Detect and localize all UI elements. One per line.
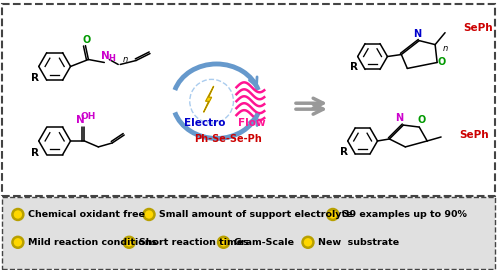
Text: SePh: SePh (459, 130, 488, 140)
Text: Mild reaction conditions: Mild reaction conditions (28, 238, 157, 247)
FancyBboxPatch shape (2, 4, 494, 196)
Text: R: R (31, 73, 39, 83)
Text: Gram-Scale: Gram-Scale (234, 238, 294, 247)
Text: n: n (442, 44, 448, 53)
Circle shape (12, 209, 24, 220)
Text: O: O (417, 115, 426, 125)
Circle shape (124, 237, 134, 248)
Text: N: N (76, 115, 85, 125)
Text: R: R (350, 62, 358, 72)
Circle shape (218, 237, 229, 248)
Text: Ph-Se-Se-Ph: Ph-Se-Se-Ph (194, 134, 262, 144)
Text: R: R (340, 147, 347, 157)
Text: R: R (31, 148, 39, 158)
Text: n: n (122, 55, 128, 64)
Text: N: N (101, 50, 110, 60)
Text: OH: OH (80, 112, 96, 121)
FancyBboxPatch shape (2, 196, 494, 269)
Circle shape (302, 237, 314, 248)
Text: SePh: SePh (463, 23, 492, 33)
Text: 39 examples up to 90%: 39 examples up to 90% (342, 210, 466, 219)
Polygon shape (204, 86, 214, 112)
Text: Chemical oxidant free: Chemical oxidant free (28, 210, 144, 219)
Text: Small amount of support electrolyte: Small amount of support electrolyte (159, 210, 352, 219)
Text: Electro: Electro (184, 118, 226, 128)
Text: N: N (413, 29, 422, 39)
Text: N: N (396, 113, 404, 123)
Circle shape (144, 209, 154, 220)
Text: H: H (108, 54, 114, 63)
Circle shape (12, 237, 24, 248)
Text: O: O (438, 57, 446, 67)
Text: New  substrate: New substrate (318, 238, 399, 247)
Text: Flow: Flow (238, 118, 265, 128)
Text: Short reaction times: Short reaction times (139, 238, 249, 247)
Circle shape (328, 209, 338, 220)
Text: O: O (82, 35, 90, 45)
